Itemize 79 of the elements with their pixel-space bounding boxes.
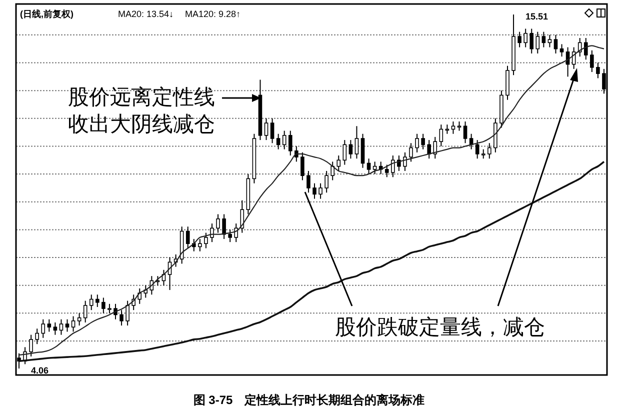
candlestick: [318, 182, 322, 200]
candlestick: [47, 318, 52, 332]
candlestick: [409, 142, 413, 162]
candlestick: [35, 328, 39, 345]
candlestick: [216, 214, 220, 234]
candlestick: [590, 50, 594, 73]
candlestick: [542, 31, 546, 48]
candlestick: [77, 312, 82, 326]
candlestick: [475, 140, 480, 160]
candlestick: [415, 133, 419, 153]
candlestick: [306, 170, 310, 194]
candlestick: [234, 223, 238, 243]
candlestick: [342, 140, 347, 166]
candlestick: [560, 44, 564, 58]
candlestick: [108, 303, 112, 314]
candlestick: [228, 229, 232, 243]
candlestick: [282, 130, 286, 150]
candlestick: [83, 300, 88, 323]
candlestick: [397, 154, 401, 172]
candlestick: [366, 158, 371, 175]
annotation: MA20: 13.54↓: [118, 9, 174, 19]
candlestick: [548, 34, 552, 48]
candlestick: [451, 120, 456, 134]
caption: 图 3-75 定性线上行时长期组合的离场标准: [193, 393, 425, 407]
candlestick: [270, 118, 274, 144]
candlestick: [186, 226, 190, 249]
candlestick: [210, 223, 214, 243]
candlestick: [421, 133, 425, 150]
candlestick: [89, 294, 94, 311]
candlestick: [312, 182, 316, 200]
candlestick: [59, 318, 64, 336]
annotation: 4.06: [31, 366, 49, 376]
candlestick: [391, 154, 395, 178]
annotation: (日线,前复权): [20, 9, 74, 19]
annotation: 股价跌破定量线，减仓: [335, 316, 545, 339]
candlestick: [29, 334, 33, 357]
candlestick: [240, 200, 244, 234]
candlestick: [463, 120, 468, 144]
candlestick: [487, 142, 492, 160]
candlestick: [596, 62, 600, 79]
candlestick: [578, 38, 582, 58]
candlestick: [348, 140, 353, 160]
candlestick: [264, 118, 268, 141]
candlestick: [518, 31, 522, 48]
annotation: MA120: 9.28↑: [185, 9, 241, 19]
candlestick: [336, 154, 341, 172]
candlestick: [300, 152, 304, 181]
annotation: 15.51: [526, 12, 548, 22]
candlestick: [403, 152, 407, 172]
candlestick: [530, 28, 534, 54]
candlestick: [288, 130, 292, 156]
candlestick: [372, 161, 377, 175]
candlestick: [330, 161, 334, 181]
candlestick: [41, 318, 46, 338]
candlestick: [524, 28, 528, 48]
candlestick: [71, 316, 76, 332]
candlestick: [433, 136, 438, 160]
candlestick: [481, 148, 486, 160]
candlestick: [198, 238, 202, 252]
candlestick: [584, 38, 588, 60]
annotation: 股价远离定性线: [68, 86, 215, 109]
candlestick: [204, 232, 208, 249]
candlestick: [53, 322, 58, 336]
candlestick: [102, 297, 106, 314]
candlestick: [457, 120, 462, 132]
candlestick: [65, 318, 70, 332]
candlestick: [126, 300, 130, 326]
candlestick: [354, 126, 359, 160]
candlestick: [536, 31, 540, 54]
candlestick: [384, 164, 389, 178]
candlestick: [427, 140, 431, 160]
candlestick: [222, 214, 226, 240]
candlestick: [554, 34, 558, 54]
candlestick: [439, 124, 444, 147]
annotation: 收出大阴线减仓: [68, 113, 215, 136]
candlestick: [324, 170, 328, 194]
candlestick: [96, 294, 100, 308]
candlestick: [120, 310, 124, 326]
candlestick: [276, 133, 280, 150]
